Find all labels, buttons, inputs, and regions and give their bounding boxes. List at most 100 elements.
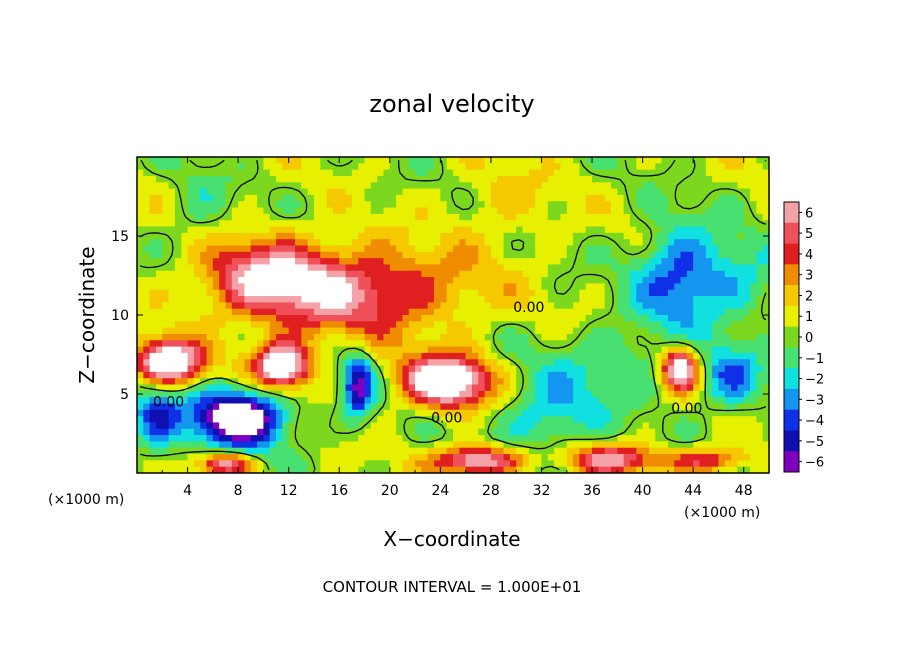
heatmap-cell [219, 270, 227, 278]
heatmap-cell [193, 296, 201, 303]
heatmap-cell [705, 365, 713, 373]
heatmap-cell [655, 454, 663, 461]
heatmap-cell [396, 435, 404, 442]
heatmap-cell [592, 239, 599, 247]
heatmap-cell [762, 428, 769, 436]
heatmap-cell [427, 346, 435, 354]
heatmap-cell [351, 182, 359, 190]
heatmap-cell [307, 194, 315, 202]
heatmap-cell [212, 359, 220, 367]
heatmap-cell [440, 416, 448, 424]
heatmap-cell [219, 454, 227, 461]
heatmap-cell [181, 194, 189, 202]
heatmap-cell [326, 194, 334, 202]
heatmap-cell [705, 226, 713, 234]
heatmap-cell [756, 157, 764, 164]
heatmap-cell [471, 308, 479, 316]
heatmap-cell [174, 447, 182, 455]
heatmap-cell [295, 157, 302, 164]
heatmap-cell [674, 321, 682, 329]
heatmap-cell [579, 340, 587, 348]
heatmap-cell [737, 277, 745, 284]
heatmap-cell [573, 315, 580, 322]
heatmap-cell [585, 169, 593, 177]
heatmap-cell [699, 460, 707, 468]
heatmap-cell [560, 441, 568, 449]
heatmap-cell [686, 359, 694, 367]
heatmap-cell [155, 454, 163, 461]
heatmap-cell [257, 315, 264, 322]
heatmap-cell [560, 220, 568, 228]
heatmap-cell [566, 232, 574, 240]
heatmap-cell [269, 352, 277, 360]
heatmap-cell [699, 207, 707, 215]
heatmap-cell [238, 365, 246, 373]
heatmap-cell [212, 175, 220, 183]
heatmap-cell [560, 226, 568, 234]
heatmap-cell [332, 315, 340, 322]
heatmap-cell [282, 258, 290, 266]
heatmap-cell [503, 365, 511, 373]
heatmap-cell [629, 270, 637, 278]
heatmap-cell [560, 169, 568, 177]
heatmap-cell [604, 327, 612, 335]
heatmap-cell [750, 346, 757, 354]
heatmap-cell [585, 277, 593, 284]
heatmap-cell [693, 454, 701, 461]
heatmap-cell [225, 333, 233, 341]
heatmap-cell [206, 169, 214, 177]
heatmap-cell [301, 289, 309, 297]
heatmap-cell [718, 409, 726, 417]
heatmap-cell [554, 175, 562, 183]
heatmap-cell [705, 441, 713, 449]
heatmap-cell [358, 378, 366, 386]
heatmap-cell [579, 258, 587, 266]
heatmap-cell [295, 182, 302, 190]
heatmap-cell [282, 428, 290, 436]
heatmap-cell [301, 258, 309, 266]
heatmap-cell [680, 289, 688, 297]
heatmap-cell [351, 302, 359, 310]
heatmap-cell [250, 466, 258, 473]
heatmap-cell [244, 232, 252, 240]
heatmap-cell [680, 277, 688, 284]
heatmap-cell [250, 327, 258, 335]
heatmap-cell [187, 384, 195, 392]
heatmap-cell [295, 188, 302, 196]
heatmap-cell [421, 441, 429, 449]
heatmap-cell [585, 213, 593, 221]
heatmap-cell [263, 384, 271, 392]
heatmap-cell [137, 340, 144, 348]
heatmap-cell [560, 232, 568, 240]
heatmap-cell [731, 435, 738, 442]
heatmap-cell [231, 194, 239, 202]
heatmap-cell [377, 226, 385, 234]
heatmap-cell [554, 378, 562, 386]
heatmap-cell [389, 207, 397, 215]
heatmap-cell [497, 207, 505, 215]
heatmap-cell [282, 416, 290, 424]
heatmap-cell [339, 194, 347, 202]
heatmap-cell [573, 321, 580, 329]
heatmap-cell [465, 258, 473, 266]
heatmap-cell [617, 157, 625, 164]
heatmap-cell [377, 188, 385, 196]
heatmap-cell [364, 270, 372, 278]
heatmap-cell [396, 422, 404, 430]
heatmap-cell [219, 264, 227, 272]
heatmap-cell [712, 251, 720, 259]
heatmap-cell [332, 327, 340, 335]
heatmap-cell [705, 422, 713, 430]
heatmap-cell [187, 207, 195, 215]
heatmap-cell [307, 277, 315, 284]
heatmap-cell [661, 270, 669, 278]
heatmap-cell [282, 251, 290, 259]
heatmap-cell [762, 447, 769, 455]
heatmap-cell [263, 416, 271, 424]
heatmap-cell [282, 226, 290, 234]
heatmap-cell [307, 466, 315, 473]
heatmap-cell [408, 194, 416, 202]
heatmap-cell [522, 182, 530, 190]
heatmap-cell [396, 378, 404, 386]
heatmap-cell [206, 239, 214, 247]
